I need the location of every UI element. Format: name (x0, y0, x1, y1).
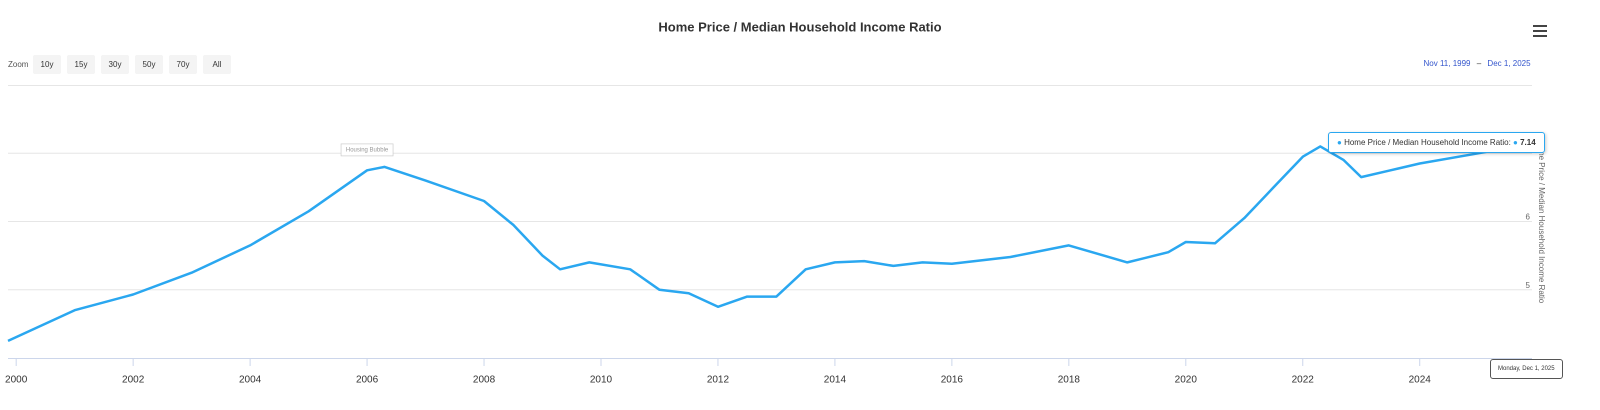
x-tick-label: 2010 (590, 375, 613, 386)
tooltip-series: Home Price / Median Household Income Rat… (1344, 138, 1513, 147)
zoom-button[interactable]: 10y (33, 55, 61, 74)
tooltip-value: 7.14 (1513, 138, 1536, 147)
x-tick-label: 2022 (1292, 375, 1315, 386)
range-from[interactable]: Nov 11, 1999 (1424, 59, 1472, 68)
zoom-button[interactable]: 15y (67, 55, 95, 74)
zoom-button-label: All (213, 60, 222, 69)
zoom-button[interactable]: 30y (101, 55, 129, 74)
y-tick-label: 6 (1526, 213, 1531, 222)
zoom-button-label: 50y (143, 60, 156, 69)
annotation-label: Housing Bubble (346, 147, 389, 153)
zoom-button[interactable]: 50y (135, 55, 163, 74)
zoom-button-bg (135, 55, 163, 74)
menu-icon[interactable] (1533, 25, 1547, 37)
annotation-box (340, 143, 394, 157)
range-to[interactable]: Dec 1, 2025 (1487, 59, 1531, 68)
zoom-button-label: 70y (177, 60, 190, 69)
x-tick-label: 2006 (356, 375, 379, 386)
x-tick-label: 2018 (1058, 375, 1081, 386)
zoom-button-bg (101, 55, 129, 74)
zoom-button-bg (33, 55, 61, 74)
x-tick-label: 2000 (5, 375, 28, 386)
zoom-button[interactable]: All (203, 55, 231, 74)
x-tick-label: 2008 (473, 375, 496, 386)
x-tick-label: 2020 (1175, 375, 1198, 386)
zoom-button-label: 30y (109, 60, 122, 69)
zoom-button-label: 10y (41, 60, 54, 69)
x-tick-label: 2016 (941, 375, 964, 386)
line (7, 142, 1533, 343)
zoom-button-bg (67, 55, 95, 74)
zoom-button-bg (203, 55, 231, 74)
y-axis-title: Home Price / Median Household Income Rat… (1537, 139, 1546, 304)
y-tick-label: 5 (1526, 281, 1531, 290)
x-tick-label: 2014 (824, 375, 847, 386)
zoom-button[interactable]: 70y (169, 55, 197, 74)
zoom-button-label: 15y (75, 60, 88, 69)
zoom-button-bg (169, 55, 197, 74)
x-tooltip: Monday, Dec 1, 2025 (1490, 359, 1563, 379)
range-separator: – (1477, 59, 1482, 68)
x-tick-label: 2002 (122, 375, 145, 386)
tooltip: Home Price / Median Household Income Rat… (1328, 132, 1545, 153)
chart-title: Home Price / Median Household Income Rat… (658, 19, 941, 34)
x-tick-label: 2012 (707, 375, 730, 386)
zoom-label: Zoom (8, 60, 29, 69)
x-tick-label: 2004 (239, 375, 262, 386)
x-tick-label: 2024 (1409, 375, 1432, 386)
